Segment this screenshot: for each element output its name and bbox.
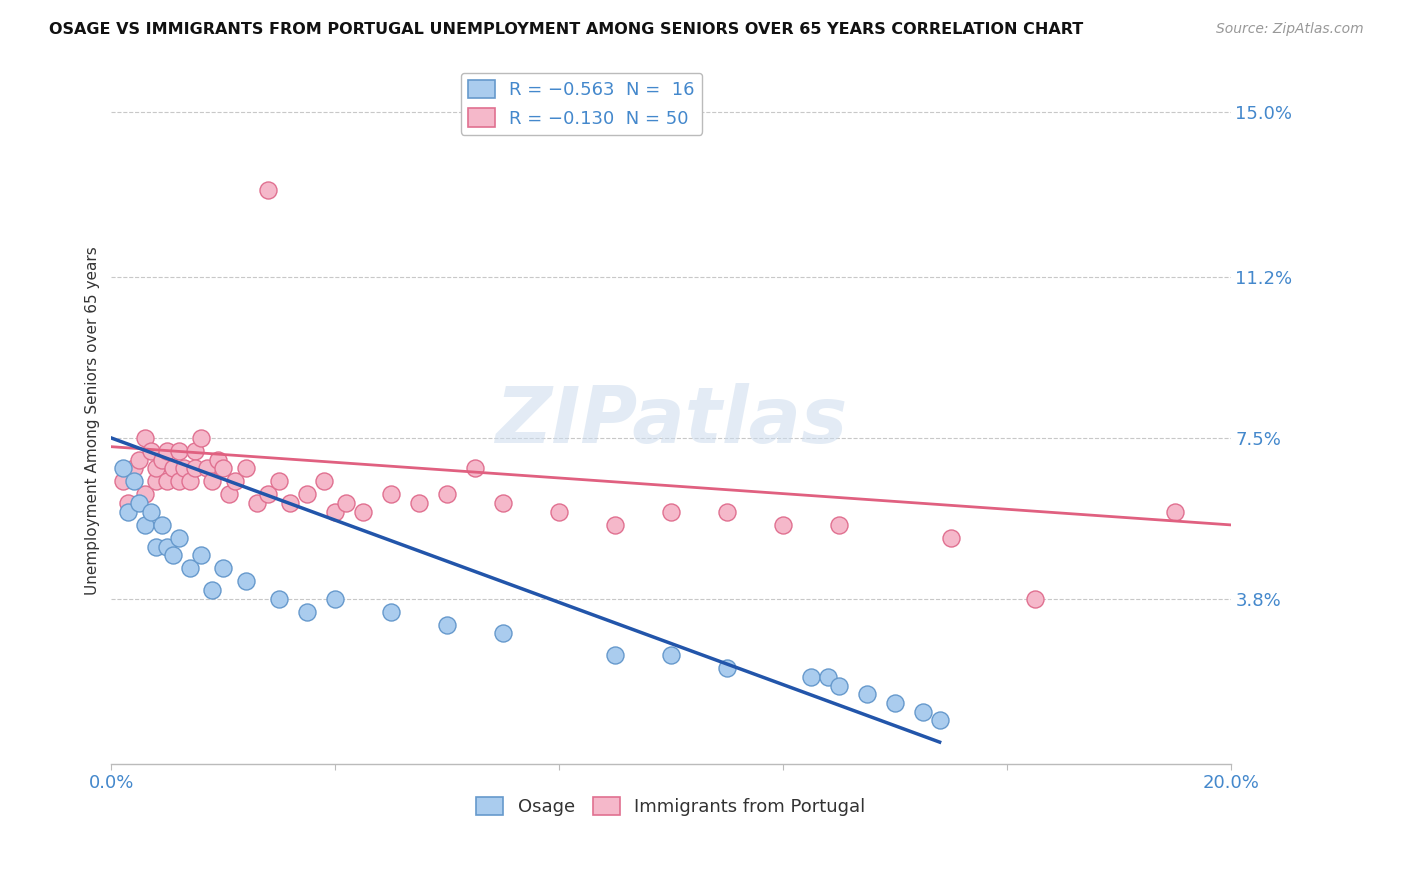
Point	[492, 496, 515, 510]
Point	[117, 505, 139, 519]
Point	[111, 461, 134, 475]
Point	[380, 487, 402, 501]
Text: ZIPatlas: ZIPatlas	[495, 383, 848, 458]
Point	[162, 549, 184, 563]
Point	[436, 617, 458, 632]
Point	[352, 505, 374, 519]
Point	[150, 517, 173, 532]
Point	[162, 461, 184, 475]
Point	[179, 561, 201, 575]
Point	[939, 531, 962, 545]
Text: Source: ZipAtlas.com: Source: ZipAtlas.com	[1216, 22, 1364, 37]
Point	[145, 461, 167, 475]
Y-axis label: Unemployment Among Seniors over 65 years: Unemployment Among Seniors over 65 years	[86, 246, 100, 595]
Point	[257, 487, 280, 501]
Point	[883, 696, 905, 710]
Point	[856, 687, 879, 701]
Point	[772, 517, 794, 532]
Point	[156, 540, 179, 554]
Point	[128, 452, 150, 467]
Point	[235, 461, 257, 475]
Point	[190, 431, 212, 445]
Point	[122, 461, 145, 475]
Point	[184, 461, 207, 475]
Point	[603, 648, 626, 663]
Point	[139, 505, 162, 519]
Point	[195, 461, 218, 475]
Point	[173, 461, 195, 475]
Point	[235, 574, 257, 589]
Point	[1163, 505, 1185, 519]
Point	[269, 475, 291, 489]
Point	[464, 461, 486, 475]
Point	[117, 496, 139, 510]
Point	[128, 496, 150, 510]
Point	[323, 505, 346, 519]
Point	[167, 444, 190, 458]
Point	[134, 517, 156, 532]
Point	[297, 487, 319, 501]
Point	[297, 605, 319, 619]
Point	[436, 487, 458, 501]
Point	[659, 648, 682, 663]
Point	[269, 591, 291, 606]
Point	[111, 475, 134, 489]
Point	[800, 670, 823, 684]
Point	[184, 444, 207, 458]
Point	[828, 679, 851, 693]
Point	[548, 505, 571, 519]
Point	[156, 444, 179, 458]
Point	[212, 561, 235, 575]
Legend: Osage, Immigrants from Portugal: Osage, Immigrants from Portugal	[470, 789, 873, 823]
Point	[139, 444, 162, 458]
Point	[323, 591, 346, 606]
Point	[380, 605, 402, 619]
Point	[122, 475, 145, 489]
Point	[492, 626, 515, 640]
Point	[716, 661, 738, 675]
Point	[201, 475, 224, 489]
Point	[207, 452, 229, 467]
Point	[134, 431, 156, 445]
Point	[716, 505, 738, 519]
Point	[167, 531, 190, 545]
Text: OSAGE VS IMMIGRANTS FROM PORTUGAL UNEMPLOYMENT AMONG SENIORS OVER 65 YEARS CORRE: OSAGE VS IMMIGRANTS FROM PORTUGAL UNEMPL…	[49, 22, 1084, 37]
Point	[190, 549, 212, 563]
Point	[218, 487, 240, 501]
Point	[280, 496, 302, 510]
Point	[828, 517, 851, 532]
Point	[603, 517, 626, 532]
Point	[145, 475, 167, 489]
Point	[224, 475, 246, 489]
Point	[134, 487, 156, 501]
Point	[928, 714, 950, 728]
Point	[659, 505, 682, 519]
Point	[145, 540, 167, 554]
Point	[212, 461, 235, 475]
Point	[257, 183, 280, 197]
Point	[179, 475, 201, 489]
Point	[817, 670, 839, 684]
Point	[201, 582, 224, 597]
Point	[1024, 591, 1046, 606]
Point	[167, 475, 190, 489]
Point	[911, 705, 934, 719]
Point	[312, 475, 335, 489]
Point	[150, 452, 173, 467]
Point	[335, 496, 357, 510]
Point	[156, 475, 179, 489]
Point	[408, 496, 430, 510]
Point	[246, 496, 269, 510]
